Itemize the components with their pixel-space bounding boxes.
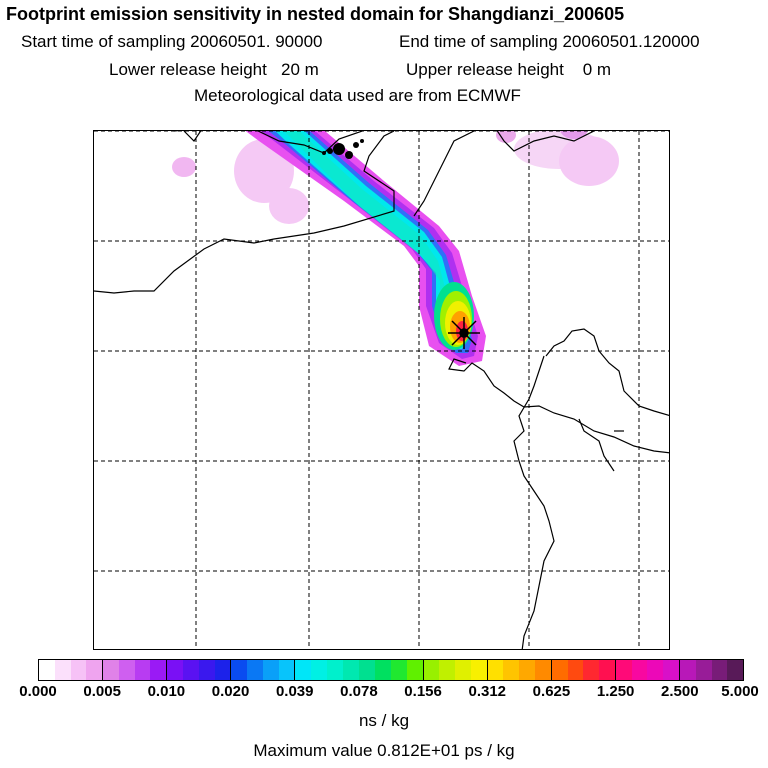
lower-release-label: Lower release height 20 m: [109, 60, 319, 79]
colorbar-segment: [615, 660, 680, 680]
colorbar-swatch: [727, 660, 744, 680]
colorbar-swatch: [631, 660, 648, 680]
map-canvas: [94, 131, 669, 649]
colorbar-swatch: [182, 660, 199, 680]
colorbar-swatch: [711, 660, 728, 680]
colorbar-swatch: [583, 660, 600, 680]
colorbar-swatch: [470, 660, 487, 680]
colorbar-tick-label: 0.312: [468, 683, 507, 700]
colorbar-tick-label: 0.000: [19, 683, 57, 700]
colorbar-swatch: [326, 660, 343, 680]
colorbar-units: ns / kg: [358, 711, 410, 730]
colorbar-swatch: [118, 660, 135, 680]
colorbar-swatch: [311, 660, 327, 680]
colorbar-swatch: [247, 660, 263, 680]
colorbar-swatch: [359, 660, 376, 680]
colorbar-swatch: [406, 660, 423, 680]
lakes: [322, 139, 364, 159]
start-time-label: Start time of sampling 20060501. 90000: [21, 32, 323, 51]
colorbar-swatch: [503, 660, 520, 680]
colorbar-swatch: [423, 660, 440, 680]
colorbar-swatch: [295, 660, 312, 680]
colorbar-swatch: [375, 660, 392, 680]
colorbar-swatch: [70, 660, 87, 680]
colorbar-swatch: [150, 660, 167, 680]
colorbar-tick-label: 1.250: [596, 683, 635, 700]
receptor-star-icon: [448, 317, 480, 349]
footprint-map: [93, 130, 670, 650]
colorbar-swatch: [567, 660, 584, 680]
colorbar-segment: [551, 660, 616, 680]
colorbar-swatch: [54, 660, 71, 680]
colorbar-swatch: [391, 660, 407, 680]
colorbar-swatch: [103, 660, 119, 680]
colorbar-swatch: [262, 660, 279, 680]
colorbar-swatch: [487, 660, 504, 680]
colorbar-segment: [167, 660, 232, 680]
colorbar-swatch: [647, 660, 664, 680]
colorbar-swatch: [278, 660, 295, 680]
colorbar-swatch: [695, 660, 712, 680]
colorbar-swatch: [86, 660, 103, 680]
colorbar-swatch: [599, 660, 615, 680]
colorbar-segment: [359, 660, 424, 680]
colorbar-swatch: [679, 660, 696, 680]
colorbar-segment: [231, 660, 296, 680]
colorbar-tick-label: 0.625: [532, 683, 571, 700]
end-time-label: End time of sampling 20060501.120000: [399, 32, 700, 51]
colorbar-segment: [679, 660, 744, 680]
maximum-value-label: Maximum value 0.812E+01 ps / kg: [253, 741, 515, 760]
colorbar-tick-label: 2.500: [661, 683, 699, 700]
colorbar-segment: [39, 660, 104, 680]
colorbar-segment: [295, 660, 360, 680]
colorbar-swatch: [39, 660, 55, 680]
colorbar-swatch: [663, 660, 679, 680]
colorbar-swatch: [231, 660, 248, 680]
colorbar-tick-label: 0.078: [340, 683, 378, 700]
colorbar-swatch: [167, 660, 183, 680]
colorbar-segment: [103, 660, 168, 680]
colorbar-tick-label: 5.000: [721, 683, 759, 700]
colorbar-swatch: [615, 660, 632, 680]
colorbar-segment: [487, 660, 552, 680]
colorbar-swatch: [439, 660, 456, 680]
colorbar: [38, 659, 744, 681]
colorbar-swatch: [551, 660, 568, 680]
colorbar-tick-label: 0.010: [147, 683, 186, 700]
colorbar-tick-label: 0.039: [275, 683, 314, 700]
upper-release-label: Upper release height 0 m: [406, 60, 612, 79]
colorbar-tick-label: 0.156: [404, 683, 442, 700]
map-title: Footprint emission sensitivity in nested…: [6, 4, 625, 24]
graticule: [94, 131, 669, 649]
colorbar-swatch: [535, 660, 551, 680]
colorbar-swatch: [198, 660, 215, 680]
colorbar-swatch: [134, 660, 151, 680]
colorbar-tick-label: 0.020: [211, 683, 250, 700]
colorbar-tick-label: 0.005: [83, 683, 121, 700]
met-data-label: Meteorological data used are from ECMWF: [194, 86, 521, 105]
colorbar-swatch: [519, 660, 535, 680]
colorbar-segment: [423, 660, 488, 680]
colorbar-swatch: [342, 660, 359, 680]
colorbar-swatch: [214, 660, 231, 680]
colorbar-swatch: [455, 660, 471, 680]
